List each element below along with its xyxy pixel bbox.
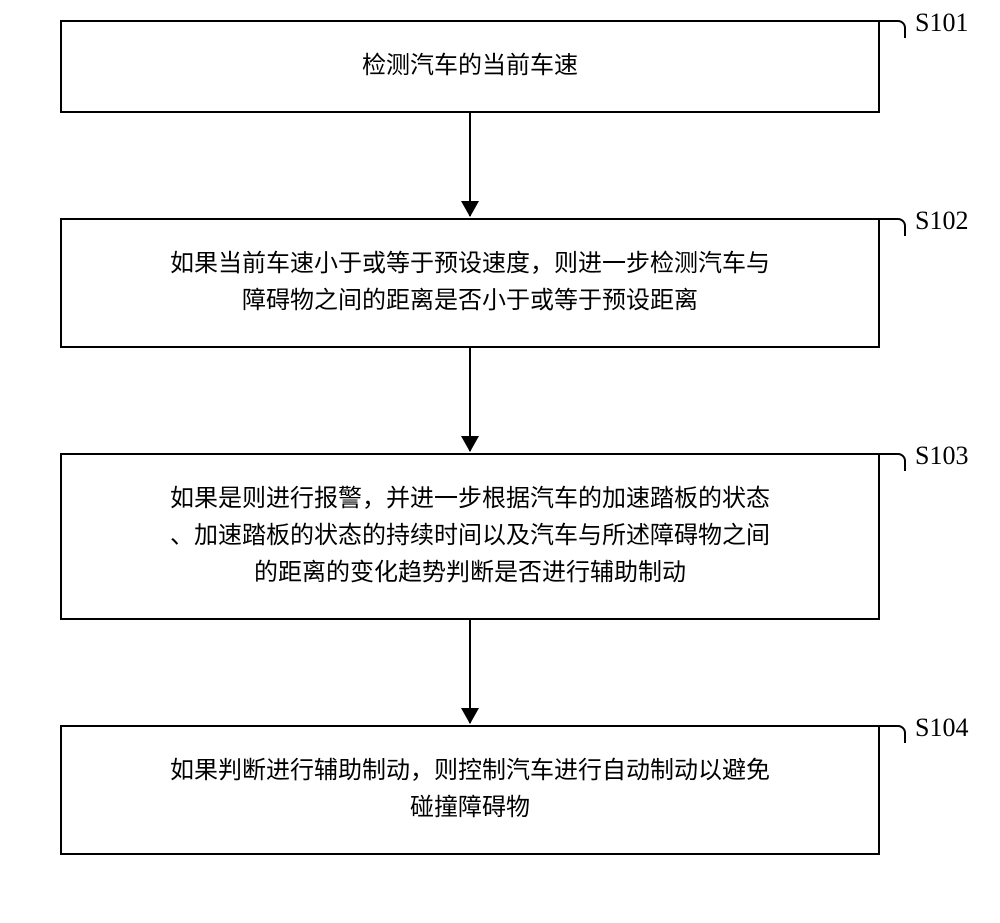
step-label-s104: S104 [915,715,968,741]
flow-step-s101: 检测汽车的当前车速 [60,20,880,113]
step-text: 检测汽车的当前车速 [362,48,578,85]
step-label-s102: S102 [915,208,968,234]
step-label-s101: S101 [915,10,968,36]
flow-step-s104: 如果判断进行辅助制动，则控制汽车进行自动制动以避免 碰撞障碍物 [60,725,880,855]
step-text-line2: 、加速踏板的状态的持续时间以及汽车与所述障碍物之间 [170,518,770,555]
flow-step-s103: 如果是则进行报警，并进一步根据汽车的加速踏板的状态 、加速踏板的状态的持续时间以… [60,453,880,620]
label-hook-s104 [878,725,906,743]
step-text-line2: 碰撞障碍物 [410,790,530,827]
step-text-line3: 的距离的变化趋势判断是否进行辅助制动 [254,555,686,592]
label-hook-s102 [878,218,906,236]
flow-arrow-1 [469,113,471,216]
label-hook-s101 [878,20,906,38]
step-text-line2: 障碍物之间的距离是否小于或等于预设距离 [242,283,698,320]
label-hook-s103 [878,453,906,471]
step-text-line1: 如果当前车速小于或等于预设速度，则进一步检测汽车与 [170,246,770,283]
step-label-s103: S103 [915,443,968,469]
flow-arrow-2 [469,348,471,451]
step-text-line1: 如果判断进行辅助制动，则控制汽车进行自动制动以避免 [170,753,770,790]
step-text-line1: 如果是则进行报警，并进一步根据汽车的加速踏板的状态 [170,481,770,518]
flow-step-s102: 如果当前车速小于或等于预设速度，则进一步检测汽车与 障碍物之间的距离是否小于或等… [60,218,880,348]
flow-arrow-3 [469,620,471,723]
